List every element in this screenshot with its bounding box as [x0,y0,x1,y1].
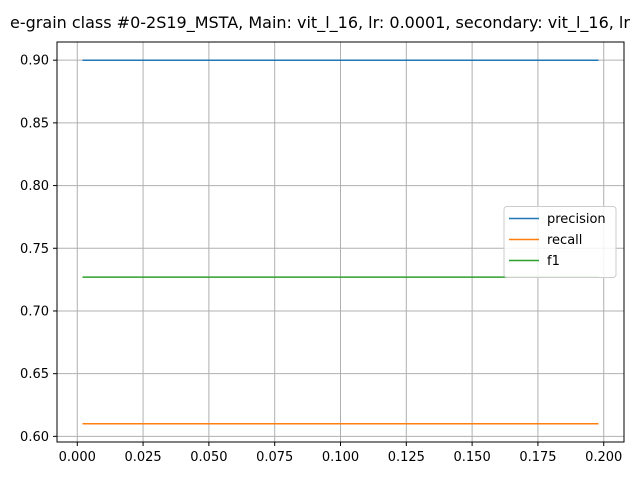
y-tick-label: 0.80 [20,179,49,194]
y-tick-label: 0.60 [20,430,49,445]
x-tick-label: 0.100 [322,450,359,465]
y-tick-label: 0.65 [20,367,49,382]
legend-label-f1: f1 [547,254,560,269]
x-tick-label: 0.000 [59,450,96,465]
legend-label-precision: precision [547,212,606,227]
chart-title: e-grain class #0-2S19_MSTA, Main: vit_l_… [10,13,630,33]
y-tick-label: 0.70 [20,304,49,319]
x-axis: 0.000 0.025 0.050 0.075 0.100 0.125 0.150 0.175… [59,442,622,465]
x-tick-label: 0.200 [585,450,622,465]
legend: precision recall f1 [503,206,617,278]
x-tick-label: 0.025 [124,450,161,465]
x-tick-label: 0.175 [519,450,556,465]
plot-area [56,41,625,443]
x-tick-label: 0.150 [454,450,491,465]
x-tick-label: 0.050 [190,450,227,465]
y-tick-label: 0.75 [20,242,49,257]
x-tick-label: 0.075 [256,450,293,465]
y-tick-label: 0.90 [20,54,49,69]
y-tick-label: 0.85 [20,116,49,131]
x-tick-label: 0.125 [388,450,425,465]
legend-label-recall: recall [547,233,582,248]
y-axis: 0.60 0.65 0.70 0.75 0.80 0.85 0.90 [20,54,57,445]
